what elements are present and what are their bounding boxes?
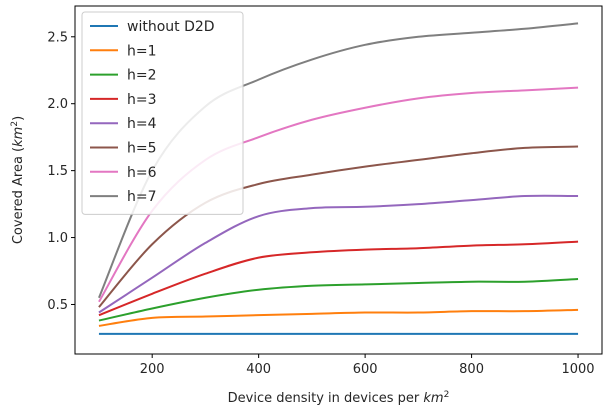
- y-tick-label: 1.5: [47, 164, 68, 179]
- legend-label: h=4: [127, 116, 157, 132]
- series-line-h-4: [98, 194, 579, 314]
- plot-frame: [74, 5, 603, 355]
- series-line-h-2: [98, 278, 579, 322]
- y-tick-label: 2.0: [47, 97, 68, 112]
- series-line-h-1: [98, 308, 579, 327]
- legend-box: [81, 11, 244, 215]
- x-tick-label: 800: [459, 362, 484, 377]
- legend-label: h=1: [127, 43, 157, 59]
- y-tick-label: 2.5: [47, 30, 68, 45]
- legend-label: h=2: [127, 68, 157, 84]
- y-axis-label: Covered Area (km2): [10, 116, 26, 244]
- legend-label: h=6: [127, 165, 157, 181]
- x-axis-label: Device density in devices per km2: [228, 390, 450, 406]
- series-line-h-5: [98, 145, 579, 308]
- y-tick-label: 0.5: [47, 298, 68, 313]
- legend-label: without D2D: [127, 19, 215, 35]
- legend-label: h=7: [127, 189, 157, 205]
- series-line-h-3: [98, 240, 579, 317]
- y-axis-ticks: 0.5 1.0 1.5 2.0 2.5: [47, 30, 75, 313]
- legend: without D2D h=1 h=2 h=3 h=4 h=5 h=6 h=7: [81, 11, 244, 215]
- legend-label: h=3: [127, 92, 157, 108]
- x-tick-label: 200: [140, 362, 165, 377]
- x-axis-ticks: 200 400 600 800 1000: [140, 354, 595, 377]
- x-tick-label: 400: [246, 362, 271, 377]
- legend-label: h=5: [127, 141, 157, 157]
- x-tick-label: 600: [353, 362, 378, 377]
- x-tick-label: 1000: [561, 362, 594, 377]
- y-tick-label: 1.0: [47, 231, 68, 246]
